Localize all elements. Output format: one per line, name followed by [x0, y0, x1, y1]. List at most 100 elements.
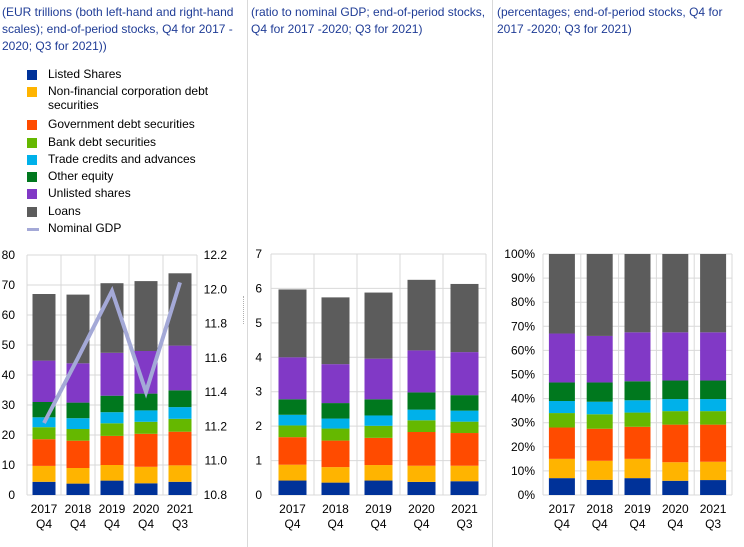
nominal-gdp-line	[42, 281, 182, 424]
y2-axis-tick-label: 11.6	[205, 351, 228, 365]
bar-segment	[134, 466, 158, 484]
bar-segment	[624, 478, 651, 495]
bar-segment	[278, 399, 307, 415]
y-axis-tick-label: 100%	[504, 247, 535, 261]
bar-segment	[321, 418, 350, 429]
legend-label: Listed Shares	[48, 67, 122, 81]
y2-axis-tick-label: 11.4	[205, 385, 228, 399]
bar-segment	[624, 412, 651, 427]
bar-segment	[66, 294, 90, 364]
bar-segment	[548, 478, 575, 495]
y-axis-tick-label: 0%	[518, 488, 536, 502]
bar-segment	[100, 395, 124, 413]
legend-swatch	[27, 207, 37, 217]
bar-segment	[100, 465, 124, 481]
bar-segment	[278, 414, 307, 426]
bar-segment	[32, 465, 56, 482]
bar-segment	[66, 483, 90, 495]
y-axis-tick-label: 2	[255, 419, 262, 433]
legend-swatch	[27, 172, 37, 182]
bar-segment	[586, 401, 613, 415]
legend-label: Trade credits and advances	[48, 152, 196, 166]
x-axis-tick-label-quarter: Q4	[667, 517, 683, 531]
y-axis-tick-label: 5	[255, 316, 262, 330]
bar-segment	[134, 410, 158, 422]
x-axis-tick-label-quarter: Q3	[705, 517, 721, 531]
bar-segment	[364, 480, 393, 495]
bar-segment	[407, 392, 436, 410]
x-axis-tick-label-year: 2017	[279, 502, 306, 516]
x-axis-tick-label-year: 2018	[322, 502, 349, 516]
y-axis-tick-label: 30%	[511, 416, 535, 430]
y2-axis-tick-label: 11.0	[205, 454, 228, 468]
bar-segment	[700, 424, 727, 462]
bar-segment	[700, 461, 727, 481]
legend-swatch	[27, 155, 37, 165]
y-axis-tick-label: 60	[2, 308, 16, 322]
bar-segment	[548, 413, 575, 428]
y-axis-tick-label: 20	[2, 428, 16, 442]
legend-label: Nominal GDP	[48, 221, 122, 235]
bar-segment	[100, 423, 124, 436]
bar-segment	[66, 440, 90, 468]
x-axis-tick-label-year: 2021	[167, 502, 194, 516]
bar-segment	[32, 360, 56, 402]
bar-segment	[321, 403, 350, 419]
bar-segment	[662, 480, 689, 495]
bar-segment	[700, 254, 727, 333]
bar-segment	[586, 428, 613, 461]
bar-segment	[450, 410, 479, 422]
x-axis-tick-label-quarter: Q3	[456, 517, 472, 531]
legend-label: Non-financial corporation debt securitie…	[48, 84, 209, 112]
bar-segment	[548, 333, 575, 383]
bar-segment	[548, 427, 575, 459]
x-axis-tick-label-quarter: Q4	[138, 517, 154, 531]
bar-segment	[278, 480, 307, 495]
legend-label: Unlisted shares	[48, 186, 131, 200]
bar-segment	[134, 281, 158, 351]
x-axis-tick-label-year: 2018	[65, 502, 92, 516]
y2-axis-tick-label: 12.2	[204, 248, 228, 262]
legend-label: Government debt securities	[48, 117, 195, 131]
y-axis-tick-label: 30	[2, 398, 16, 412]
bar-segment	[168, 390, 192, 408]
bar-segment	[662, 411, 689, 425]
x-axis-tick-label-quarter: Q4	[36, 517, 52, 531]
bar-segment	[278, 464, 307, 481]
x-axis-tick-label-year: 2017	[549, 502, 576, 516]
y-axis-tick-label: 50	[2, 338, 16, 352]
x-axis-tick-label-year: 2020	[408, 502, 435, 516]
bar-segment	[624, 381, 651, 401]
bar-segment	[100, 435, 124, 465]
bar-segment	[700, 399, 727, 412]
bar-segment	[548, 254, 575, 334]
legend-swatch	[27, 189, 37, 199]
legend-label: Loans	[48, 204, 81, 218]
bar-segment	[278, 425, 307, 438]
x-axis-tick-label-quarter: Q4	[370, 517, 386, 531]
x-axis-tick-label-year: 2018	[586, 502, 613, 516]
bar-segment	[321, 297, 350, 365]
bar-segment	[624, 332, 651, 382]
y-axis-tick-label: 40%	[511, 392, 535, 406]
x-axis-tick-label-quarter: Q4	[70, 517, 86, 531]
x-axis-tick-label-quarter: Q4	[413, 517, 429, 531]
bar-segment	[100, 412, 124, 424]
bar-segment	[407, 431, 436, 466]
panel-divider-2	[492, 0, 493, 547]
bar-segment	[364, 292, 393, 359]
x-axis-tick-label-quarter: Q4	[554, 517, 570, 531]
bar-segment	[662, 254, 689, 333]
x-axis-tick-label-year: 2019	[624, 502, 651, 516]
bar-segment	[134, 421, 158, 434]
bar-segment	[168, 481, 192, 495]
bar-segment	[624, 426, 651, 459]
bar-segment	[624, 254, 651, 333]
y-axis-tick-label: 7	[255, 247, 262, 261]
bar-segment	[407, 409, 436, 421]
y-axis-tick-label: 10	[2, 458, 16, 472]
bar-segment	[407, 481, 436, 495]
y-axis-tick-label: 60%	[511, 343, 535, 357]
y-axis-tick-label: 70	[2, 278, 16, 292]
